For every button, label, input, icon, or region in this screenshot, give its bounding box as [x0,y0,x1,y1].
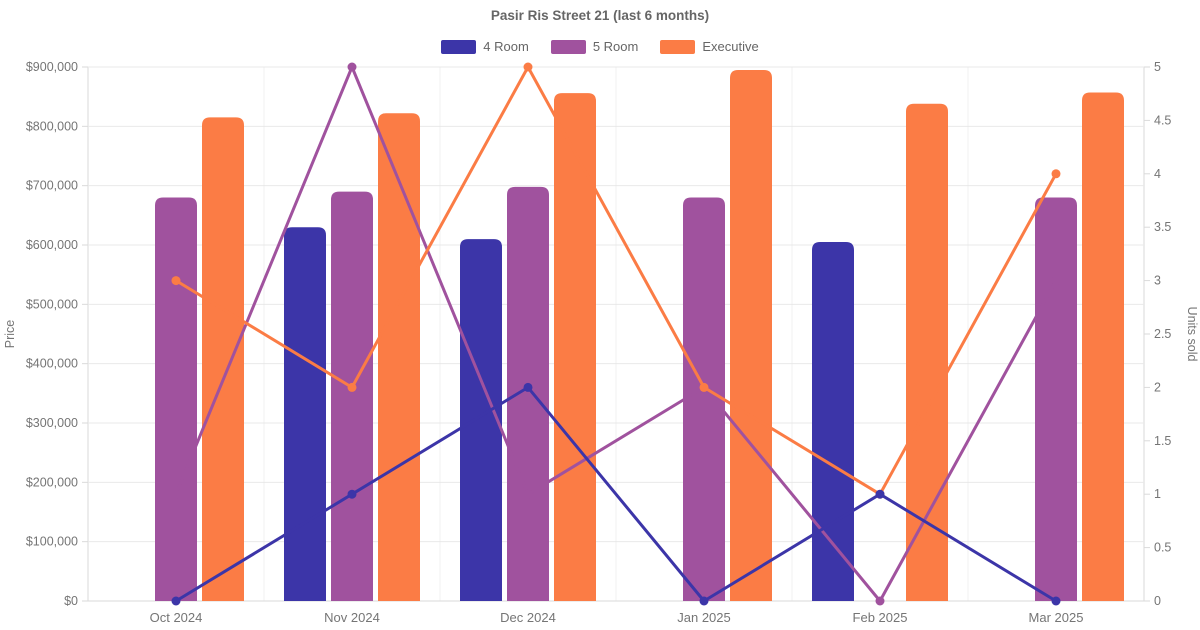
line-4-room [171,382,1061,606]
data-point[interactable] [171,489,181,499]
right-axis-tick: 0 [1154,594,1161,608]
right-axis-tick: 5 [1154,60,1161,74]
data-point[interactable] [1051,169,1061,179]
bar[interactable] [202,117,244,601]
data-point[interactable] [347,489,357,499]
bar[interactable] [460,239,502,602]
x-axis-label: Oct 2024 [150,610,203,625]
data-point[interactable] [523,382,533,392]
left-axis-tick: $900,000 [26,60,78,74]
legend-item-4-room[interactable]: 4 Room [441,40,529,54]
left-axis-tick: $800,000 [26,119,78,133]
right-axis-tick: 1 [1154,487,1161,501]
legend-item-5-room[interactable]: 5 Room [550,39,639,54]
legend-label: 5 Room [592,39,639,54]
left-axis-tick: $0 [64,594,78,608]
right-axis-tick: 1.5 [1154,434,1171,448]
right-axis-tick: 0.5 [1154,541,1171,555]
right-axis-tick: 2.5 [1154,327,1171,341]
bar[interactable] [554,93,596,602]
left-axis-tick: $300,000 [26,416,78,430]
left-axis-tick: $200,000 [26,475,78,489]
legend-label: 4 Room [483,39,529,54]
legend-swatch-icon [441,40,477,54]
left-axis-tick: $400,000 [26,357,78,371]
bar[interactable] [155,197,197,602]
left-axis-tick: $600,000 [26,238,78,252]
data-point[interactable] [171,276,181,286]
left-axis-tick: $100,000 [26,535,78,549]
right-axis-title: Units sold [1185,307,1199,362]
data-point[interactable] [523,489,533,499]
bar[interactable] [730,69,772,601]
data-point[interactable] [523,62,533,72]
data-point[interactable] [347,382,357,392]
bars-4-room [284,227,854,602]
data-point[interactable] [171,596,181,606]
x-axis-label: Mar 2025 [1029,610,1084,625]
data-point[interactable] [1051,276,1061,286]
x-axis-label: Feb 2025 [853,610,908,625]
chart-title: Pasir Ris Street 21 (last 6 months) [490,8,710,23]
left-axis-title: Price [3,320,17,349]
x-axis-label: Jan 2025 [677,610,731,625]
bars-executive [202,69,1124,602]
left-axis-tick: $700,000 [26,179,78,193]
legend-label: Executive [702,39,759,54]
right-axis-tick: 3 [1154,274,1161,288]
bar[interactable] [1035,197,1077,602]
bar[interactable] [1082,92,1124,601]
line-5-room [171,62,1061,606]
legend-swatch-icon [660,40,696,54]
data-point[interactable] [875,596,885,606]
x-axis-label: Dec 2024 [500,610,556,625]
bar[interactable] [906,103,948,601]
data-point[interactable] [875,489,885,499]
right-axis-tick: 3.5 [1154,220,1171,234]
legend-swatch-icon [550,40,586,54]
bar[interactable] [812,242,854,602]
right-axis-tick: 2 [1154,380,1161,394]
left-axis-tick: $500,000 [26,297,78,311]
x-gridlines [87,67,1145,601]
bar[interactable] [284,227,326,601]
bars-5-room [155,186,1077,602]
right-axis-tick: 4 [1154,167,1161,181]
right-axis-tick: 4.5 [1154,113,1171,127]
bar[interactable] [507,186,549,601]
legend-item-executive[interactable]: Executive [660,39,759,54]
data-point[interactable] [1051,596,1061,606]
x-axis-labels: Oct 2024 Nov 2024 Dec 2024 Jan 2025 Feb 2025… [150,610,1084,625]
data-point[interactable] [699,596,709,606]
x-axis-label: Nov 2024 [324,610,380,625]
data-point[interactable] [347,62,357,72]
bar[interactable] [331,191,373,601]
chart-legend: 4 Room 5 Room Executive [0,40,1200,54]
data-point[interactable] [699,382,709,392]
y-gridlines: $0 $100,000 $200,000 $300,000 $400,000 $500,0… [26,60,1172,608]
bar[interactable] [683,197,725,602]
bar[interactable] [378,113,420,601]
